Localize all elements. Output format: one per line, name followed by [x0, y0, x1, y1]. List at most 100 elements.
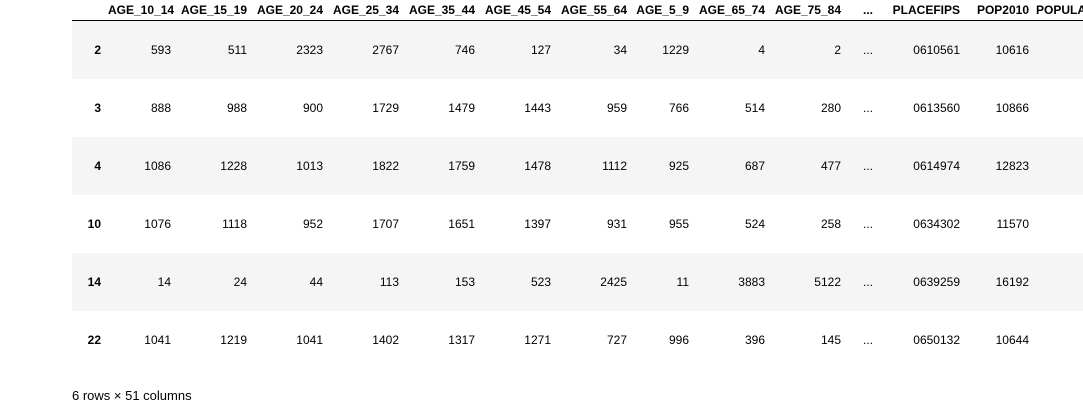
- table-body: 2 593 511 2323 2767 746 127 34 1229 4 2... 0610561 1…: [72, 20, 1083, 369]
- dataframe-shape-label: 6 rows × 51 columns: [72, 388, 192, 403]
- table-cell: 14: [157, 275, 171, 289]
- table-cell: 0610561: [913, 43, 960, 57]
- table-cell: 746: [454, 43, 475, 57]
- table-cell: 1112: [602, 159, 627, 173]
- table-cell: ...: [862, 101, 873, 115]
- table-cell: 1651: [448, 217, 475, 231]
- index-header: [72, 0, 108, 21]
- row-index: 3: [94, 101, 101, 115]
- table-cell: 931: [606, 217, 627, 231]
- table-cell: 1: [1036, 253, 1083, 311]
- table-cell: 687: [744, 159, 765, 173]
- table-cell: 1707: [372, 217, 399, 231]
- table-cell: 511: [227, 43, 247, 57]
- row-index: 4: [94, 159, 101, 173]
- row-index: 22: [87, 333, 101, 347]
- table-cell: 996: [668, 333, 689, 347]
- table-cell: 10644: [995, 333, 1029, 347]
- column-header: AGE_25_34: [330, 0, 406, 21]
- table-cell: 1729: [372, 101, 399, 115]
- table-cell: 2: [834, 43, 841, 57]
- table-cell: 127: [530, 43, 551, 57]
- header-row: AGE_10_14 AGE_15_19 AGE_20_24 AGE_25_34 AGE_…: [72, 0, 1083, 21]
- table-cell: 1478: [524, 159, 551, 173]
- column-header: AGE_45_54: [482, 0, 558, 21]
- table-cell: 952: [302, 217, 323, 231]
- dataframe-table-container: AGE_10_14 AGE_15_19 AGE_20_24 AGE_25_34 AGE_…: [72, 0, 1083, 369]
- table-cell: 11: [676, 275, 689, 289]
- row-index: 14: [87, 275, 101, 289]
- table-row: 22 1041 1219 1041 1402 1317 1271 727 996 396 145..…: [72, 311, 1083, 369]
- table-cell: 1271: [524, 333, 551, 347]
- table-cell: 1219: [220, 333, 247, 347]
- table-cell: 10866: [995, 101, 1029, 115]
- table-cell: 1013: [296, 159, 323, 173]
- table-cell: 523: [530, 275, 551, 289]
- column-header: AGE_55_64: [558, 0, 634, 21]
- table-cell: 1: [1036, 137, 1083, 195]
- table-cell: 1: [1036, 79, 1083, 137]
- table-cell: ...: [862, 333, 873, 347]
- table-cell: 1: [1036, 195, 1083, 253]
- table-cell: 0614974: [913, 159, 960, 173]
- table-cell: 153: [454, 275, 475, 289]
- table-cell: 2323: [296, 43, 323, 57]
- column-header: POP2010: [967, 0, 1036, 21]
- table-row: 4 1086 1228 1013 1822 1759 1478 1112 925 687 477..…: [72, 137, 1083, 195]
- table-cell: 258: [820, 217, 841, 231]
- table-cell: 888: [150, 101, 171, 115]
- table-cell: 34: [613, 43, 627, 57]
- table-row: 3 888 988 900 1729 1479 1443 959 766 514 280... 061…: [72, 79, 1083, 137]
- column-header: AGE_15_19: [178, 0, 254, 21]
- table-cell: 113: [379, 275, 399, 289]
- table-cell: 24: [233, 275, 247, 289]
- table-cell: 1086: [144, 159, 171, 173]
- table-cell: 0639259: [913, 275, 960, 289]
- table-cell: 1479: [448, 101, 475, 115]
- table-cell: 4: [758, 43, 765, 57]
- table-cell: 1041: [144, 333, 171, 347]
- table-cell: ...: [862, 43, 873, 57]
- table-cell: 3883: [738, 275, 765, 289]
- table-cell: 900: [302, 101, 323, 115]
- table-row: 2 593 511 2323 2767 746 127 34 1229 4 2... 0610561 1…: [72, 20, 1083, 80]
- table-cell: 955: [668, 217, 689, 231]
- table-cell: 593: [150, 43, 171, 57]
- table-cell: 2425: [600, 275, 627, 289]
- table-cell: 280: [820, 101, 841, 115]
- table-cell: 1076: [144, 217, 171, 231]
- column-header: AGE_10_14: [108, 0, 178, 21]
- table-cell: 1759: [448, 159, 475, 173]
- table-cell: 514: [744, 101, 765, 115]
- table-cell: 1041: [296, 333, 323, 347]
- table-cell: 959: [606, 101, 627, 115]
- table-cell: ...: [862, 159, 873, 173]
- column-header: AGE_5_9: [634, 0, 696, 21]
- table-cell: 1822: [372, 159, 399, 173]
- table-header: AGE_10_14 AGE_15_19 AGE_20_24 AGE_25_34 AGE_…: [72, 0, 1083, 21]
- table-cell: ...: [862, 217, 873, 231]
- row-index: 2: [94, 43, 101, 57]
- table-cell: 988: [226, 101, 247, 115]
- table-cell: 145: [820, 333, 841, 347]
- table-cell: 1: [1036, 311, 1083, 369]
- dataframe-table: AGE_10_14 AGE_15_19 AGE_20_24 AGE_25_34 AGE_…: [72, 0, 1083, 369]
- table-cell: 12823: [995, 159, 1029, 173]
- table-row: 10 1076 1118 952 1707 1651 1397 931 955 524 258...…: [72, 195, 1083, 253]
- column-header: AGE_75_84: [772, 0, 848, 21]
- table-cell: 1: [1036, 21, 1083, 80]
- table-cell: 1317: [448, 333, 475, 347]
- column-header: AGE_65_74: [696, 0, 772, 21]
- table-cell: 524: [744, 217, 765, 231]
- table-cell: 16192: [995, 275, 1029, 289]
- table-cell: 396: [744, 333, 765, 347]
- table-cell: 0650132: [913, 333, 960, 347]
- table-cell: 766: [668, 101, 689, 115]
- table-cell: 1443: [524, 101, 551, 115]
- column-header: PLACEFIPS: [880, 0, 967, 21]
- table-cell: 1228: [220, 159, 247, 173]
- table-cell: 1397: [524, 217, 551, 231]
- table-cell: 477: [820, 159, 841, 173]
- table-cell: 1402: [372, 333, 399, 347]
- table-cell: 0613560: [913, 101, 960, 115]
